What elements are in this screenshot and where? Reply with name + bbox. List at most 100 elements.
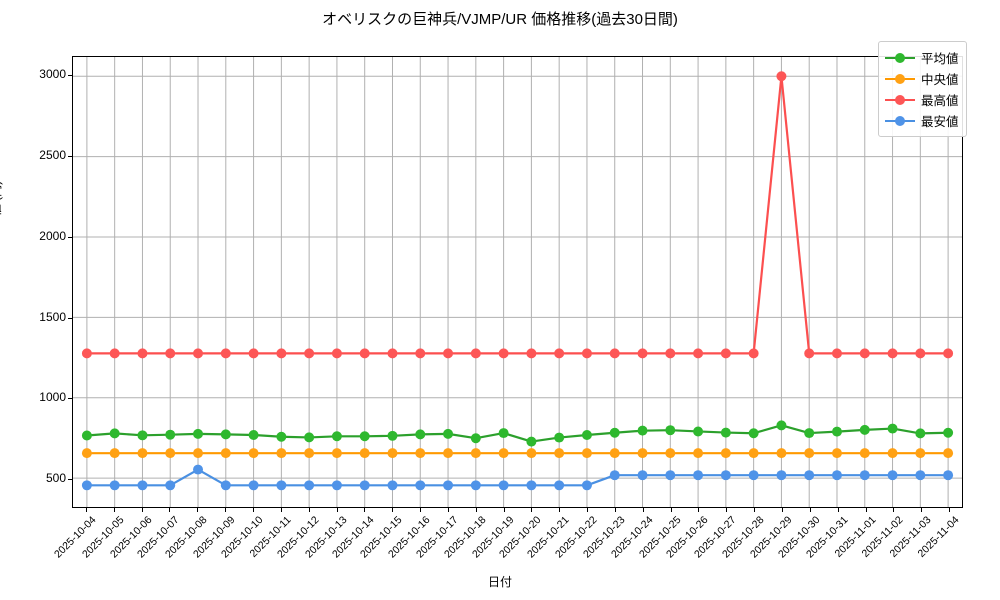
data-point — [804, 348, 815, 359]
data-point — [748, 428, 759, 439]
plot-area — [72, 56, 963, 508]
data-point — [137, 430, 148, 441]
data-point — [859, 470, 870, 481]
legend-swatch-icon — [885, 52, 915, 64]
data-point — [915, 348, 926, 359]
x-axis-tick-mark — [559, 508, 561, 512]
data-point — [109, 348, 120, 359]
data-point — [554, 432, 565, 443]
legend-item-3[interactable]: 最安値 — [885, 110, 959, 131]
data-point — [137, 448, 148, 459]
data-point — [359, 348, 370, 359]
x-axis-tick-mark — [670, 508, 672, 512]
series-line-0 — [85, 424, 950, 443]
y-axis-tick-label: 1500 — [39, 309, 66, 324]
data-point — [637, 448, 648, 459]
data-point — [165, 448, 176, 459]
data-point — [859, 348, 870, 359]
y-axis-tick-label: 3000 — [39, 67, 66, 82]
data-point — [526, 348, 537, 359]
data-point — [748, 470, 759, 481]
data-point — [720, 470, 731, 481]
series-line-3 — [85, 468, 950, 487]
data-point — [193, 348, 204, 359]
x-axis-tick-mark — [726, 508, 728, 512]
data-point — [637, 470, 648, 481]
data-point — [554, 480, 565, 491]
x-axis-tick-mark — [336, 508, 338, 512]
legend-label: 平均値 — [921, 52, 959, 66]
data-point — [470, 348, 481, 359]
data-point — [81, 348, 92, 359]
data-point — [831, 448, 842, 459]
x-axis-tick-mark — [503, 508, 505, 512]
x-axis-tick-mark — [169, 508, 171, 512]
data-point — [581, 430, 592, 440]
legend-item-2[interactable]: 最高値 — [885, 89, 959, 110]
y-axis-label: 値 (円) — [0, 180, 4, 216]
data-point — [470, 433, 481, 444]
data-point — [693, 426, 704, 437]
data-point — [804, 470, 815, 481]
data-point — [915, 448, 926, 459]
series-lines — [81, 71, 954, 491]
legend-item-1[interactable]: 中央値 — [885, 68, 959, 89]
data-point — [637, 425, 648, 436]
data-point — [609, 470, 620, 481]
data-point — [831, 426, 842, 437]
data-point — [498, 480, 509, 491]
data-point — [665, 448, 676, 459]
data-point — [693, 348, 704, 359]
x-axis-tick-mark — [809, 508, 811, 512]
data-point — [609, 348, 620, 359]
data-point — [804, 428, 815, 439]
x-axis-tick-mark — [252, 508, 254, 512]
data-point — [498, 448, 509, 459]
data-point — [720, 348, 731, 359]
data-point — [220, 429, 231, 440]
data-point — [304, 432, 315, 443]
legend-label: 最高値 — [921, 94, 959, 108]
data-point — [443, 348, 454, 359]
x-axis-tick-mark — [949, 508, 951, 512]
x-axis-label: 日付 — [487, 575, 512, 589]
data-point — [304, 480, 315, 491]
data-point — [137, 348, 148, 359]
data-point — [943, 448, 954, 459]
data-point — [831, 348, 842, 359]
data-point — [831, 470, 842, 481]
data-point — [443, 428, 454, 439]
x-axis-tick-mark — [113, 508, 115, 512]
data-point — [415, 480, 426, 491]
legend-item-0[interactable]: 平均値 — [885, 47, 959, 68]
x-axis-tick-mark — [420, 508, 422, 512]
x-axis-tick-mark — [893, 508, 895, 512]
x-axis-tick-mark — [280, 508, 282, 512]
data-point — [943, 427, 954, 438]
data-point — [415, 448, 426, 459]
data-point — [470, 480, 481, 491]
x-axis-tick-mark — [225, 508, 227, 512]
data-point — [248, 430, 259, 440]
data-point — [304, 448, 315, 459]
data-point — [248, 480, 259, 491]
data-point — [498, 428, 509, 439]
data-point — [887, 448, 898, 459]
data-point — [859, 424, 870, 435]
data-point — [915, 470, 926, 481]
data-point — [526, 448, 537, 459]
data-point — [220, 348, 231, 359]
data-point — [443, 448, 454, 459]
x-axis-tick-mark — [837, 508, 839, 512]
data-point — [81, 448, 92, 459]
data-point — [415, 348, 426, 359]
y-axis-tick-label: 2000 — [39, 228, 66, 243]
y-axis-tick-label: 500 — [45, 470, 66, 485]
data-point — [81, 430, 92, 441]
data-point — [720, 448, 731, 459]
data-point — [220, 480, 231, 491]
data-point — [165, 480, 176, 491]
data-point — [748, 448, 759, 459]
data-point — [609, 427, 620, 438]
